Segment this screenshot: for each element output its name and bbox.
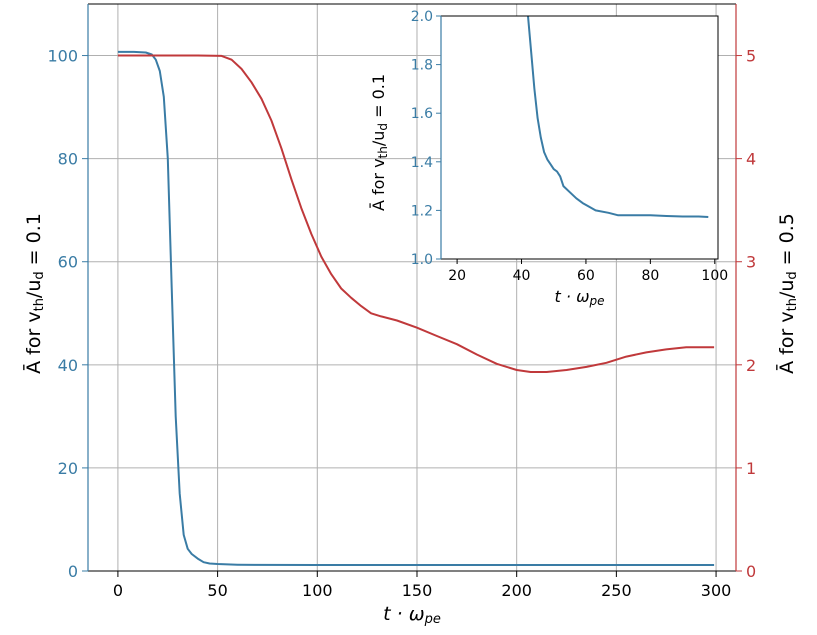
inset-y-tick-label: 2.0 (411, 9, 433, 25)
label-part: /u (776, 280, 798, 298)
inset-x-tick-label: 20 (448, 268, 466, 284)
label-part: = 0.1 (23, 213, 45, 271)
x-axis-label: t · ωpe (383, 603, 441, 627)
label-part: Ā for v (774, 311, 798, 373)
y-left-tick-label: 60 (58, 253, 78, 272)
y-axis-label-left: Ā for vth/ud = 0.1 (21, 213, 47, 374)
inset-y-axis-label: Ā for vth/ud = 0.1 (369, 74, 390, 211)
y-right-tick-label: 1 (746, 459, 756, 478)
y-left-tick-label: 100 (47, 47, 78, 66)
label-subscript: th (376, 146, 390, 158)
label-part: = 0.5 (776, 213, 798, 271)
inset-y-tick-label: 1.6 (411, 106, 433, 122)
y-right-tick-label: 5 (746, 47, 756, 66)
label-subscript: pe (424, 612, 441, 627)
x-tick-label: 150 (402, 581, 433, 600)
x-tick-label: 300 (701, 581, 732, 600)
inset-x-tick-label: 60 (577, 268, 595, 284)
label-part: /u (369, 131, 388, 147)
y-right-tick-label: 3 (746, 253, 756, 272)
inset-background (441, 16, 718, 259)
x-tick-label: 0 (113, 581, 123, 600)
label-part: t · ω (383, 603, 425, 625)
inset-x-tick-label: 80 (641, 268, 659, 284)
y-left-tick-label: 0 (68, 562, 78, 581)
label-subscript: d (376, 123, 390, 131)
y-left-tick-label: 40 (58, 356, 78, 375)
y-right-tick-label: 2 (746, 356, 756, 375)
inset-y-tick-label: 1.2 (411, 203, 433, 219)
inset-series-line (527, 16, 709, 218)
label-part: /u (23, 280, 45, 298)
label-subscript: d (785, 271, 800, 279)
series-line-right (117, 54, 715, 373)
x-tick-label: 250 (601, 581, 632, 600)
label-part: Ā for v (369, 158, 388, 211)
label-subscript: d (32, 271, 47, 279)
x-tick-label: 100 (302, 581, 333, 600)
y-left-tick-label: 20 (58, 459, 78, 478)
label-subscript: pe (588, 294, 604, 308)
y-right-tick-label: 0 (746, 562, 756, 581)
label-part: Ā for v (21, 311, 45, 373)
inset-x-axis-label: t · ωpe (555, 287, 605, 308)
y-axis-label-right: Ā for vth/ud = 0.5 (774, 213, 800, 374)
label-subscript: th (32, 298, 47, 311)
inset-y-tick-label: 1.4 (411, 155, 433, 171)
inset-y-tick-label: 1.0 (411, 252, 433, 268)
label-subscript: th (785, 298, 800, 311)
x-tick-label: 200 (501, 581, 532, 600)
inset-y-tick-label: 1.8 (411, 58, 433, 74)
y-right-tick-label: 4 (746, 150, 756, 169)
inset-x-tick-label: 40 (513, 268, 531, 284)
x-tick-label: 50 (207, 581, 227, 600)
label-part: = 0.1 (369, 74, 388, 123)
series-line-left (117, 50, 715, 566)
inset-x-tick-label: 100 (701, 268, 728, 284)
label-part: t · ω (555, 287, 590, 306)
y-left-tick-label: 80 (58, 150, 78, 169)
